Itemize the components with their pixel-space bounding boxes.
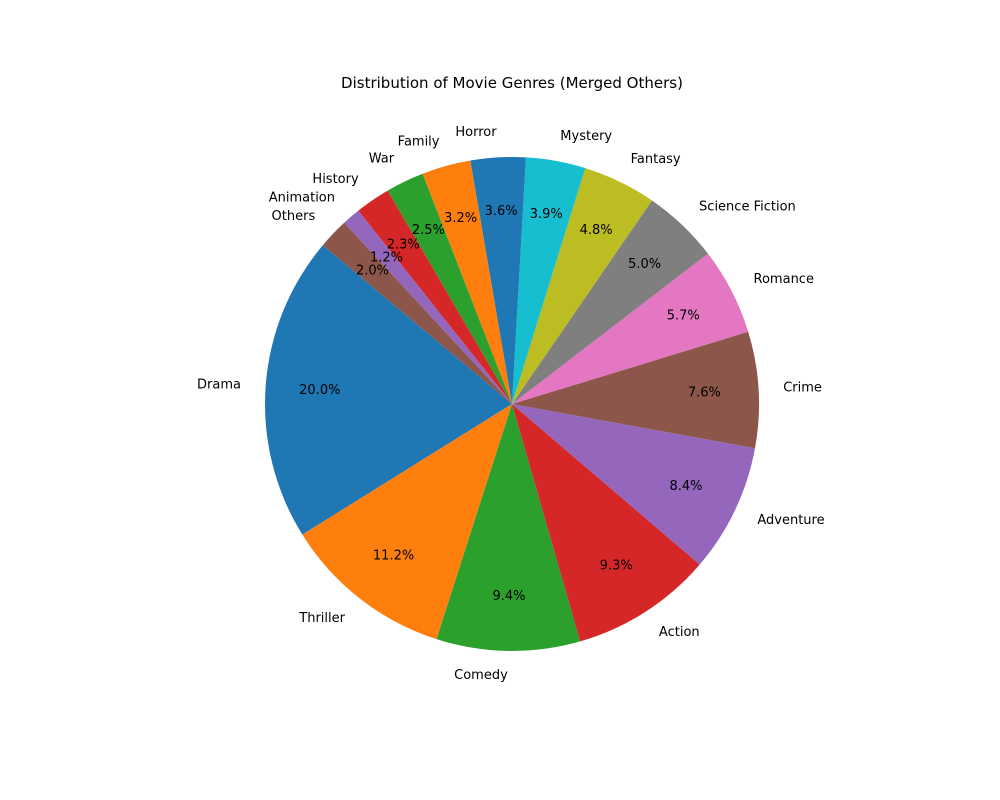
slice-labels: Drama Thriller Comedy Action Adventure Crime R… <box>197 125 825 683</box>
pie-slice-crime <box>512 331 759 449</box>
slice-label-fantasy: Fantasy <box>631 152 681 167</box>
percent-label-drama: 20.0% <box>299 383 340 398</box>
percent-label-mystery: 3.9% <box>530 207 563 222</box>
pie-slice-mystery <box>512 157 586 404</box>
slice-label-comedy: Comedy <box>454 668 508 683</box>
pie-slice-comedy <box>436 404 581 652</box>
slice-label-thriller: Thriller <box>298 611 345 626</box>
percent-label-others: 2.0% <box>356 264 389 279</box>
slice-label-history: History <box>312 172 359 187</box>
slice-label-drama: Drama <box>197 377 241 392</box>
percent-label-crime: 7.6% <box>688 385 721 400</box>
pie-slice-animation <box>344 210 512 404</box>
slice-label-animation: Animation <box>269 190 335 205</box>
slice-label-science-fiction: Science Fiction <box>699 199 796 214</box>
percent-label-war: 2.5% <box>412 223 445 238</box>
percent-label-family: 3.2% <box>444 211 477 226</box>
slice-label-mystery: Mystery <box>560 129 612 144</box>
percent-label-animation: 1.2% <box>370 250 403 265</box>
slice-label-horror: Horror <box>455 125 497 140</box>
percent-label-fantasy: 4.8% <box>580 223 613 238</box>
percent-label-romance: 5.7% <box>667 308 700 323</box>
percent-label-history: 2.3% <box>387 237 420 252</box>
percent-label-comedy: 9.4% <box>492 589 525 604</box>
slice-label-romance: Romance <box>754 272 814 287</box>
slice-label-action: Action <box>659 625 700 640</box>
percent-label-science-fiction: 5.0% <box>628 257 661 272</box>
pie-slice-romance <box>512 253 749 404</box>
percent-label-thriller: 11.2% <box>373 548 414 563</box>
pie-slice-drama <box>265 245 512 535</box>
pie-slice-others <box>322 222 512 404</box>
pie-slice-science-fiction <box>512 200 708 404</box>
slice-label-family: Family <box>398 135 440 150</box>
pie-slice-fantasy <box>512 168 652 404</box>
pie-slice-adventure <box>512 404 755 565</box>
percent-label-action: 9.3% <box>600 559 633 574</box>
pie-slice-horror <box>470 157 526 404</box>
slice-label-crime: Crime <box>783 381 822 396</box>
slice-label-war: War <box>369 152 395 167</box>
chart-title: Distribution of Movie Genres (Merged Oth… <box>341 74 683 92</box>
slice-label-adventure: Adventure <box>757 513 824 528</box>
slice-label-others: Others <box>272 209 316 224</box>
percent-labels: 20.0% 11.2% 9.4% 9.3% 8.4% 7.6% 5.7% 5.0% 4.8% 3.… <box>299 204 721 604</box>
pie-slice-action <box>512 404 700 642</box>
pie-slice-family <box>422 160 512 404</box>
percent-label-horror: 3.6% <box>485 204 518 219</box>
pie-slice-war <box>387 173 512 404</box>
pie-slices <box>265 157 759 652</box>
pie-slice-thriller <box>302 404 512 640</box>
percent-label-adventure: 8.4% <box>669 479 702 494</box>
pie-slice-history <box>358 190 512 404</box>
